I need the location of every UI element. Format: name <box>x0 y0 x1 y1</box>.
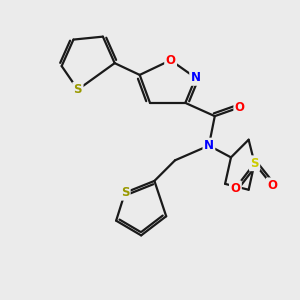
Text: S: S <box>250 157 259 170</box>
Text: N: N <box>204 139 214 152</box>
Text: O: O <box>166 54 176 67</box>
Text: O: O <box>230 182 240 195</box>
Text: O: O <box>235 101 245 114</box>
Text: N: N <box>190 71 201 84</box>
Text: O: O <box>267 179 277 192</box>
Text: S: S <box>74 83 82 96</box>
Text: S: S <box>121 186 129 199</box>
